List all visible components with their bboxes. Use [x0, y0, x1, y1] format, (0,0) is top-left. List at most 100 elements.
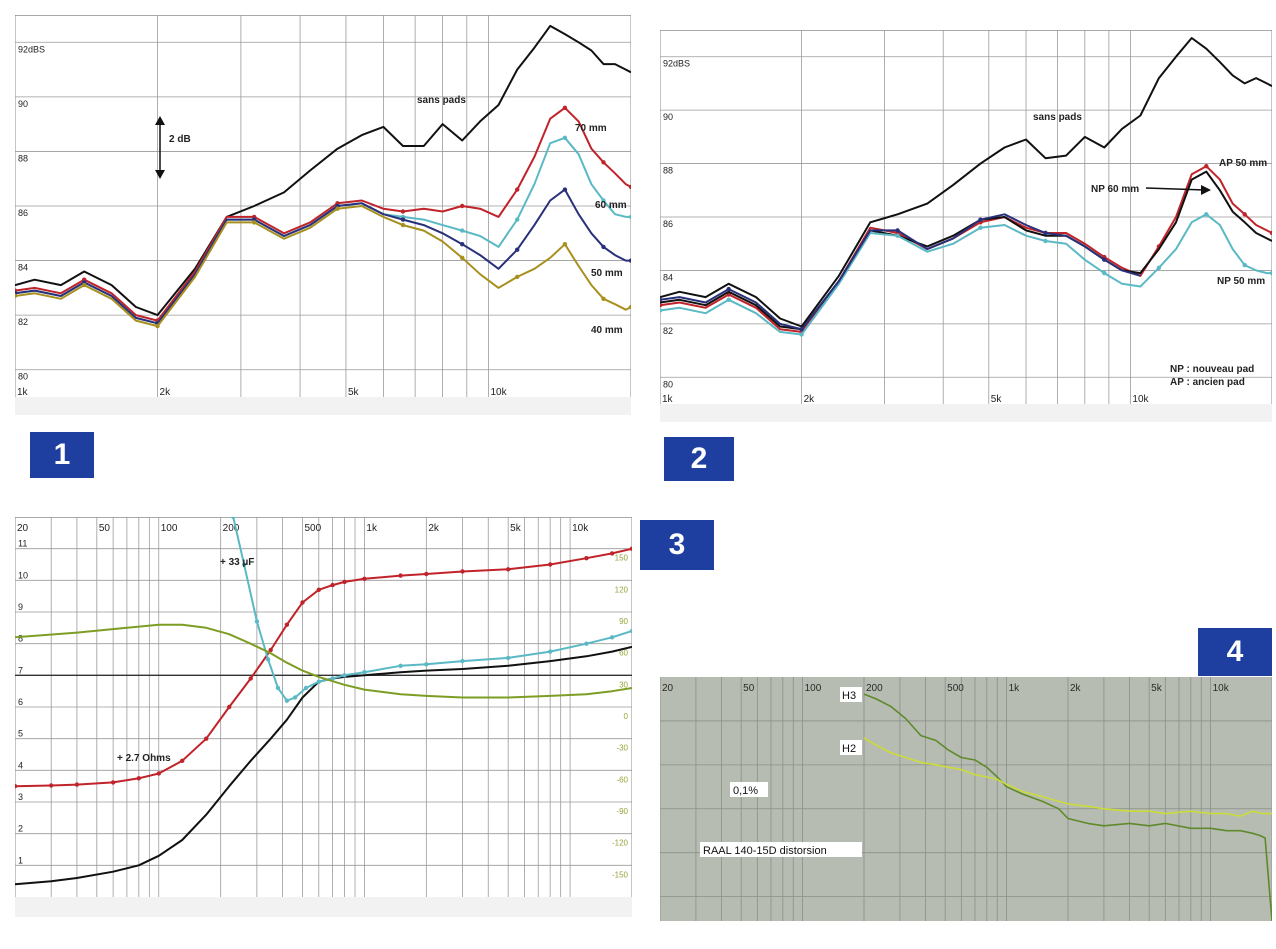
series-marker [601, 160, 606, 165]
series-marker [601, 244, 606, 250]
x-tick-label: 10k [490, 387, 507, 398]
arrow-head [1201, 185, 1211, 195]
x-tick-label: 20 [662, 683, 674, 694]
series-marker [584, 556, 589, 561]
x-tick-label: 200 [223, 523, 240, 534]
plot-background [660, 677, 1272, 921]
label-50mm: 50 mm [591, 268, 623, 279]
y-tick-label: 9 [18, 602, 23, 612]
series-marker [460, 203, 465, 209]
chart-panel-2: 92dBS 90 88 86 84 82 80 1k 2k 5k 10k sans pads AP 50… [657, 29, 1275, 423]
figure-badge-3: 3 [640, 520, 714, 570]
x-tick-label: 20 [17, 523, 29, 534]
series-marker [248, 676, 253, 681]
series-marker [460, 569, 465, 574]
y2-tick-label: 60 [619, 649, 628, 658]
label-h2: H2 [842, 743, 856, 755]
y-tick-label: 6 [18, 697, 23, 707]
chart-panel-4: 20 50 100 200 500 1k 2k 5k 10k H3 H2 0,1% RAAL 140-1… [659, 677, 1273, 922]
label-70mm: 70 mm [575, 123, 607, 134]
series-line [659, 37, 1273, 328]
label-box [840, 687, 862, 702]
x-tick-label: 200 [866, 683, 883, 694]
y-tick-label: 84 [18, 263, 28, 273]
arrow-np-60mm [1145, 187, 1206, 191]
series-marker [110, 780, 116, 785]
series-marker [515, 247, 520, 252]
series-line [232, 516, 633, 702]
series-line [14, 623, 633, 699]
series-marker [1102, 270, 1107, 276]
y-tick-label: 10 [18, 570, 28, 580]
series-marker [424, 571, 429, 577]
y-tick-label: 88 [663, 166, 673, 176]
series-marker [584, 641, 589, 646]
series-marker [292, 695, 298, 700]
y2-tick-label: -60 [616, 775, 628, 784]
series-marker [515, 217, 520, 222]
y-tick-label: 2 [18, 824, 23, 834]
chart-panel-1: 92dBS 90 88 86 84 82 80 1k 2k 5k 10k sans pads 70 mm… [12, 14, 634, 416]
x-tick-label: 5k [1151, 683, 1163, 694]
label-box [700, 842, 862, 857]
series-marker [548, 562, 553, 567]
y-tick-label: 84 [663, 272, 673, 282]
series-marker [316, 587, 321, 592]
chart-svg: 92dBS 90 88 86 84 82 80 1k 2k 5k 10k sans pads AP 50… [657, 29, 1275, 423]
series-marker [895, 228, 900, 233]
series-marker [156, 771, 161, 776]
scale-bar-arrow-down [155, 170, 165, 179]
series-marker [424, 662, 429, 667]
series-line [659, 213, 1141, 331]
series-marker [400, 209, 406, 214]
series-marker [136, 776, 141, 781]
series-marker [342, 673, 347, 678]
figure-badge-2: 2 [664, 437, 734, 481]
series-marker [515, 274, 520, 280]
y-tick-label: 1 [18, 855, 23, 865]
y-tick-label: 90 [663, 112, 673, 122]
series-marker [601, 296, 606, 301]
series-marker [978, 225, 983, 230]
series-marker [268, 647, 273, 653]
chart-title: RAAL 140-15D distorsion [703, 845, 827, 857]
annotation-33uf: + 33 µF [220, 557, 254, 568]
plot-frame [14, 516, 633, 918]
y-tick-label: 80 [663, 379, 673, 389]
series-marker [506, 567, 511, 572]
chart-svg: 11 10 9 8 7 6 5 4 3 2 1 150 120 90 60 30 0 -30 -60 -90 -120 -… [12, 514, 635, 918]
series-marker [460, 242, 465, 247]
series-marker [180, 758, 185, 763]
label-sans-pads: sans pads [1033, 112, 1082, 123]
x-tick-label: 2k [428, 523, 440, 534]
series-marker [562, 187, 568, 192]
series-line [14, 645, 633, 886]
series-marker [398, 573, 403, 578]
series-marker [1242, 262, 1247, 268]
chart-panel-3: 11 10 9 8 7 6 5 4 3 2 1 150 120 90 60 30 0 -30 -60 -90 -120 -… [12, 514, 635, 918]
series-marker [548, 649, 553, 654]
x-tick-label: 1k [366, 523, 378, 534]
x-tick-label: 500 [947, 683, 964, 694]
series-marker [1156, 265, 1162, 270]
series-marker [204, 736, 209, 741]
series-marker [1043, 238, 1048, 244]
series-line [863, 693, 1273, 922]
y-tick-label: 88 [18, 153, 28, 163]
label-h3: H3 [842, 690, 856, 702]
series-line [863, 737, 1272, 817]
y-tick-label: 86 [18, 208, 28, 218]
series-marker [609, 635, 615, 640]
y-tick-label: 7 [18, 665, 23, 675]
series-marker [316, 679, 321, 684]
series-marker [460, 658, 465, 664]
series-marker [460, 255, 465, 260]
series-marker [362, 670, 367, 675]
series-marker [49, 783, 54, 788]
x-tick-label: 10k [572, 523, 589, 534]
series-marker [1102, 257, 1107, 262]
x-tick-label: 10k [1132, 394, 1149, 405]
series-marker [1242, 212, 1247, 217]
x-tick-label: 2k [160, 387, 172, 398]
series-marker [460, 228, 465, 233]
